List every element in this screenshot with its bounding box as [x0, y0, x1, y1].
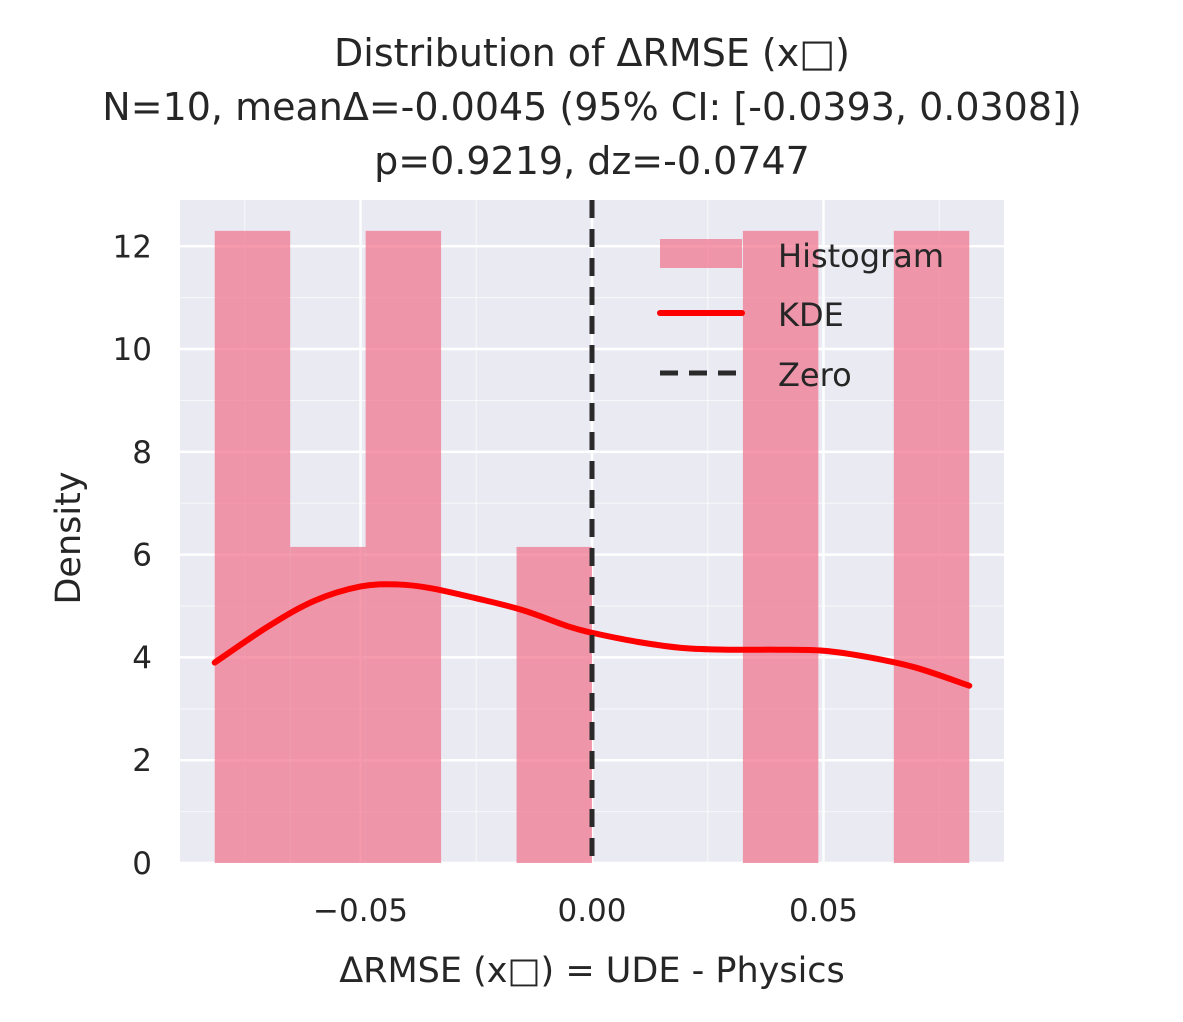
x-tick-labels: −0.05 0.00 0.05: [313, 893, 858, 929]
histogram-bar: [365, 230, 442, 863]
chart-title: Distribution of ΔRMSE (x□) N=10, meanΔ=-…: [102, 31, 1081, 183]
histogram-bars: [214, 230, 970, 863]
histogram-bar: [516, 546, 592, 863]
x-axis-label: ΔRMSE (x□) = UDE - Physics: [339, 951, 845, 991]
y-tick-label: 4: [132, 640, 152, 676]
x-tick-label: −0.05: [313, 893, 408, 929]
title-line-3: p=0.9219, dz=-0.0747: [374, 139, 810, 183]
legend: Histogram KDE Zero: [657, 237, 944, 394]
y-tick-label: 2: [132, 743, 152, 779]
y-tick-labels: 0 2 4 6 8 10 12: [113, 229, 152, 882]
histogram-bar: [214, 230, 291, 863]
y-tick-label: 10: [113, 332, 152, 368]
kde-curve: [211, 581, 973, 689]
x-tick-label: 0.00: [557, 893, 626, 929]
y-tick-label: 12: [113, 229, 152, 265]
y-tick-label: 8: [132, 435, 152, 471]
y-tick-label: 0: [132, 846, 152, 882]
histogram-bar: [893, 230, 970, 863]
legend-zero-label: Zero: [778, 356, 852, 394]
y-tick-label: 6: [132, 538, 152, 574]
x-tick-label: 0.05: [789, 893, 858, 929]
histogram-bar: [290, 546, 366, 863]
histogram-bar: [742, 230, 819, 863]
y-axis-label: Density: [49, 471, 89, 604]
kde-layer: [211, 581, 973, 689]
legend-histogram-swatch: [660, 239, 742, 268]
legend-kde-label: KDE: [778, 296, 844, 334]
title-line-2: N=10, meanΔ=-0.0045 (95% CI: [-0.0393, 0…: [102, 85, 1081, 129]
legend-histogram-label: Histogram: [778, 237, 944, 275]
title-line-1: Distribution of ΔRMSE (x□): [334, 31, 850, 75]
